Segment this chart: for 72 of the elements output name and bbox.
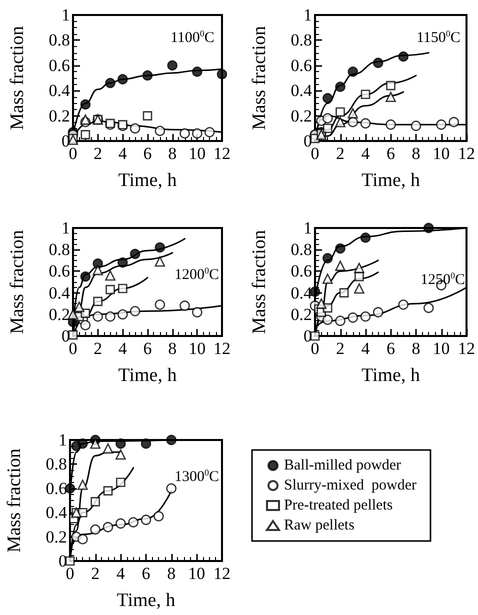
x-tick-label: 4 [118,144,128,163]
y-tick-label: 1 [304,218,312,238]
x-axis-title: Time, h [362,170,420,191]
y-axis-title: Mass fraction [249,26,270,130]
y-tick-label: 0.8 [290,30,312,50]
legend-label: Pre-treated pellets [284,498,393,514]
x-axis-title: Time, h [118,365,178,386]
y-tick-label: 0.6 [46,478,67,498]
y-tick-label: 0.6 [290,56,312,75]
y-tick-label: 0 [62,132,70,150]
x-tick-label: 10 [188,564,206,583]
y-tick-label: 0.2 [46,527,67,546]
y-axis-title: Mass fraction [7,26,28,130]
x-tick-label: 6 [386,144,395,163]
x-tick-label: 6 [386,339,395,358]
x-tick-label: 12 [214,339,230,358]
y-tick-label: 0 [304,132,312,150]
x-tick-label: 10 [188,144,206,163]
x-tick-label: 8 [168,144,177,163]
x-tick-label: 12 [214,564,230,583]
y-tick-label: 0.2 [290,304,312,324]
x-tick-label: 2 [336,144,344,163]
y-tick-label: 0.2 [48,106,70,126]
x-axis-title: Time, h [116,590,176,611]
x-tick-label: 8 [168,339,177,358]
y-axis-title: Mass fraction [4,448,25,552]
y-tick-label: 0.8 [48,30,70,50]
y-tick-label: 0.8 [290,240,312,260]
x-tick-label: 12 [458,339,475,358]
x-axis-title: Time, h [362,365,420,386]
x-tick-label: 10 [188,339,206,358]
y-tick-label: 0.2 [290,106,312,126]
y-tick-label: 0.8 [48,240,70,260]
y-axis-title: Mass fraction [7,230,28,334]
x-tick-label: 6 [143,144,152,163]
x-tick-label: 2 [91,564,100,583]
y-tick-label: 0.6 [48,262,70,281]
y-tick-label: 1 [58,430,67,450]
x-axis-title: Time, h [118,170,178,191]
x-tick-label: 6 [143,339,152,358]
legend-label: Ball-milled powder [284,458,402,474]
x-tick-label: 12 [458,144,475,163]
x-tick-label: 4 [118,339,128,358]
y-tick-label: 0.4 [48,81,70,100]
y-tick-label: 0.4 [290,81,312,100]
x-tick-label: 10 [432,144,450,163]
legend-label: Slurry-mixed powder [284,478,416,494]
x-tick-label: 4 [116,564,126,583]
x-tick-label: 12 [214,144,230,163]
y-axis-title: Mass fraction [249,230,270,334]
x-tick-label: 6 [142,564,150,583]
y-tick-label: 1 [62,218,70,238]
x-tick-label: 4 [361,144,370,163]
y-tick-label: 0.4 [290,283,312,302]
y-tick-label: 0 [62,326,70,346]
y-tick-label: 0.4 [46,503,68,522]
x-tick-label: 2 [94,144,102,163]
legend-label: Raw pellets [284,518,355,534]
x-tick-label: 2 [336,339,344,358]
y-tick-label: 0.6 [290,262,312,281]
x-tick-label: 4 [361,339,370,358]
x-tick-label: 2 [94,339,102,358]
x-tick-label: 8 [167,564,176,583]
y-tick-label: 1 [304,6,312,24]
x-tick-label: 10 [432,339,450,358]
y-tick-label: 1 [62,6,70,24]
y-tick-label: 0.6 [48,56,70,75]
x-tick-label: 8 [412,339,420,358]
y-tick-label: 0.2 [48,304,70,324]
x-tick-label: 8 [412,144,420,163]
y-tick-label: 0.4 [48,283,70,302]
y-tick-label: 0.8 [46,454,67,474]
